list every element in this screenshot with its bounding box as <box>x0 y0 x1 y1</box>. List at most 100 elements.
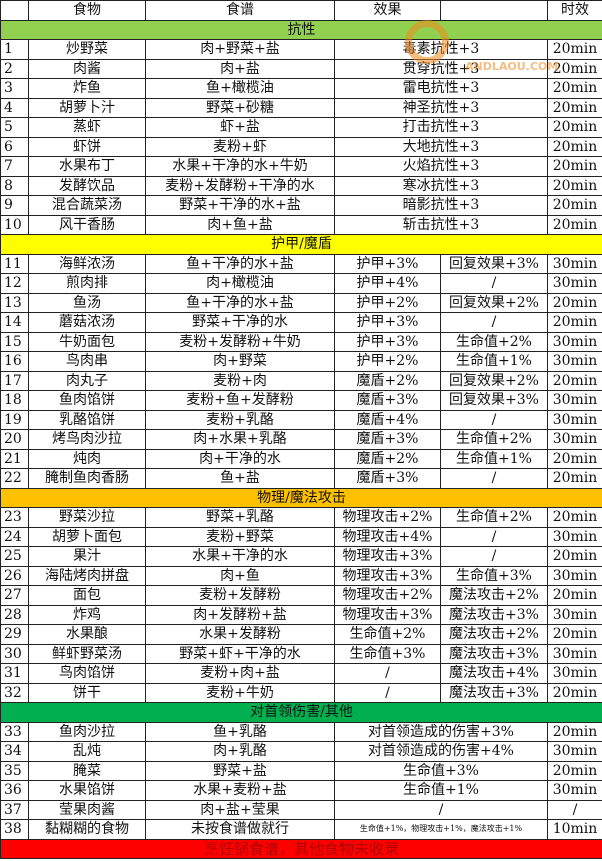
effect: 毒素抗性+3 <box>334 39 548 60</box>
effect-secondary: 生命值+1% <box>440 448 548 469</box>
row-number: 8 <box>0 175 29 196</box>
table-row: 38 黏糊糊的食物 未按食谱做就行 生命值+1%，物理攻击+1%，魔法攻击+1% 10m… <box>0 819 602 840</box>
table-row: 3 炸鱼 鱼+橄榄油 雷电抗性+3 20min <box>0 78 602 99</box>
recipe: 肉+盐+莹果 <box>145 799 335 820</box>
effect-secondary: / <box>440 273 548 294</box>
duration: 20min <box>547 370 602 391</box>
duration: 30min <box>547 643 602 664</box>
row-number: 1 <box>0 39 29 60</box>
effect-primary: 护甲+2% <box>334 292 441 313</box>
effect-secondary: / <box>440 526 548 547</box>
food-name: 乳酪馅饼 <box>28 409 146 430</box>
recipe: 野菜+砂糖 <box>145 97 335 118</box>
effect: 大地抗性+3 <box>334 136 548 157</box>
table-row: 4 胡萝卜汁 野菜+砂糖 神圣抗性+3 20min <box>0 97 602 118</box>
effect-primary: 生命值+3% <box>334 643 441 664</box>
effect-secondary: 魔法攻击+3% <box>440 682 548 703</box>
recipe: 麦粉+肉 <box>145 370 335 391</box>
row-number: 6 <box>0 136 29 157</box>
section-header-row: 对首领伤害/其他 <box>0 702 602 723</box>
effect-secondary: 魔法攻击+3% <box>440 643 548 664</box>
duration: 30min <box>547 741 602 762</box>
effect-primary: 物理攻击+3% <box>334 546 441 567</box>
table-row: 32 饼干 麦粉+牛奶 / 魔法攻击+3% 20min <box>0 682 602 703</box>
footer-row: 烹饪锅食谱，其他食物未收录 <box>0 838 602 859</box>
effect-primary: 物理攻击+3% <box>334 604 441 625</box>
recipe: 肉+橄榄油 <box>145 273 335 294</box>
duration: 20min <box>547 214 602 235</box>
effect-primary: 护甲+3% <box>334 312 441 333</box>
recipe: 麦粉+鱼+发酵粉 <box>145 390 335 411</box>
table-row: 1 炒野菜 肉+野菜+盐 毒素抗性+3 20min <box>0 39 602 60</box>
duration: 30min <box>547 604 602 625</box>
effect-primary: 护甲+3% <box>334 331 441 352</box>
table-row: 29 水果酿 水果+发酵粉 生命值+2% 魔法攻击+2% 20min <box>0 624 602 645</box>
recipe: 麦粉+发酵粉+牛奶 <box>145 331 335 352</box>
table-row: 27 面包 麦粉+发酵粉 物理攻击+2% 魔法攻击+2% 20min <box>0 585 602 606</box>
duration: 20min <box>547 585 602 606</box>
food-name: 水果酿 <box>28 624 146 645</box>
duration: 20min <box>547 468 602 489</box>
effect-secondary: / <box>440 546 548 567</box>
table-row: 12 煎肉排 肉+橄榄油 护甲+4%/30min <box>0 273 602 294</box>
food-name: 炸鸡 <box>28 604 146 625</box>
food-name: 炒野菜 <box>28 39 146 60</box>
row-number: 29 <box>0 624 29 645</box>
table-row: 14 蘑菇浓汤 野菜+干净的水 护甲+3%/20min <box>0 312 602 333</box>
row-number: 37 <box>0 799 29 820</box>
effect-secondary: 魔法攻击+4% <box>440 663 548 684</box>
table-row: 13 鱼汤 鱼+干净的水+盐 护甲+2% 回复效果+2% 20min <box>0 292 602 313</box>
row-number: 10 <box>0 214 29 235</box>
section-title: 对首领伤害/其他 <box>0 702 602 723</box>
effect-primary: 护甲+4% <box>334 273 441 294</box>
row-number: 7 <box>0 156 29 177</box>
table-row: 37 莹果肉酱 肉+盐+莹果 / / <box>0 799 602 820</box>
section-title: 护甲/魔盾 <box>0 234 602 255</box>
effect-secondary: 生命值+2% <box>440 429 548 450</box>
row-number: 19 <box>0 409 29 430</box>
effect-primary: / <box>334 663 441 684</box>
food-name: 炖肉 <box>28 448 146 469</box>
recipe: 麦粉+乳酪 <box>145 409 335 430</box>
duration: 30min <box>547 390 602 411</box>
food-name: 鸟肉馅饼 <box>28 663 146 684</box>
effect-secondary: 生命值+2% <box>440 331 548 352</box>
recipe: 虾+盐 <box>145 117 335 138</box>
duration: 20min <box>547 78 602 99</box>
recipe: 肉+野菜+盐 <box>145 39 335 60</box>
table-row: 5 蒸虾 虾+盐 打击抗性+3 20min <box>0 117 602 138</box>
effect: 生命值+3% <box>334 760 548 781</box>
effect-secondary: / <box>440 409 548 430</box>
row-number: 31 <box>0 663 29 684</box>
food-name: 海陆烤肉拼盘 <box>28 565 146 586</box>
duration: 30min <box>547 409 602 430</box>
header-row: 食物 食谱 效果 时效 <box>0 0 602 21</box>
table-row: 21 炖肉 肉+干净的水 魔盾+2% 生命值+1% 20min <box>0 448 602 469</box>
table-row: 16 鸟肉串 肉+野菜 护甲+2% 生命值+1% 30min <box>0 351 602 372</box>
effect-primary: 生命值+2% <box>334 624 441 645</box>
header-effect-2 <box>440 0 548 21</box>
effect-secondary: 回复效果+3% <box>440 390 548 411</box>
recipe: 麦粉+虾 <box>145 136 335 157</box>
table-row: 30 鲜虾野菜汤 野菜+虾+干净的水 生命值+3% 魔法攻击+3% 30min <box>0 643 602 664</box>
recipe: 水果+发酵粉 <box>145 624 335 645</box>
effect-secondary: 生命值+1% <box>440 351 548 372</box>
row-number: 4 <box>0 97 29 118</box>
effect-primary: 魔盾+4% <box>334 409 441 430</box>
effect-secondary: / <box>440 468 548 489</box>
duration: 20min <box>547 507 602 528</box>
recipe: 鱼+干净的水+盐 <box>145 253 335 274</box>
food-name: 鱼肉沙拉 <box>28 721 146 742</box>
effect: 雷电抗性+3 <box>334 78 548 99</box>
row-number: 25 <box>0 546 29 567</box>
duration: 30min <box>547 663 602 684</box>
duration: 30min <box>547 351 602 372</box>
row-number: 3 <box>0 78 29 99</box>
recipe: 麦粉+发酵粉+干净的水 <box>145 175 335 196</box>
effect: 对首领造成的伤害+3% <box>334 721 548 742</box>
food-name: 胡萝卜面包 <box>28 526 146 547</box>
table-row: 33 鱼肉沙拉 鱼+乳酪 对首领造成的伤害+3% 20min <box>0 721 602 742</box>
recipe: 麦粉+牛奶 <box>145 682 335 703</box>
recipe: 鱼+乳酪 <box>145 721 335 742</box>
effect-secondary: 生命值+2% <box>440 507 548 528</box>
